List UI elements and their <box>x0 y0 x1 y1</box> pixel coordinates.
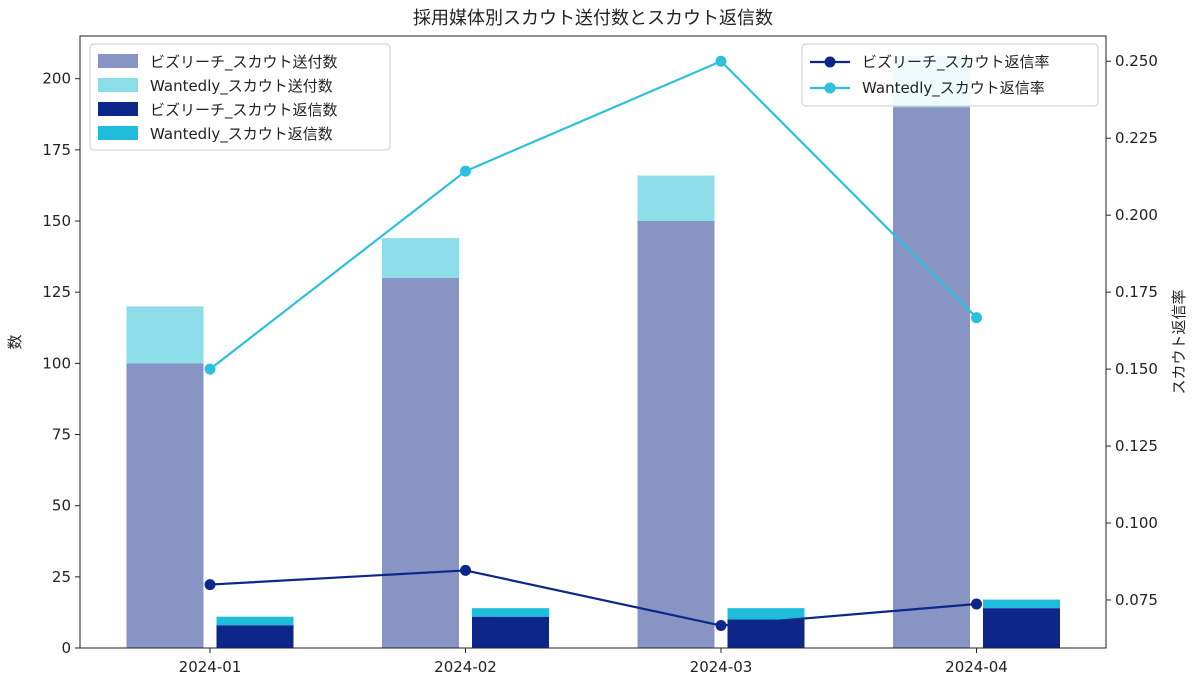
y-tick-label: 75 <box>52 426 71 444</box>
bar-sent-wantedly <box>382 238 459 278</box>
bar-reply-wantedly <box>727 608 805 620</box>
point-wantedly-rate-3 <box>971 312 982 324</box>
y-tick-label: 125 <box>42 283 71 301</box>
y-tick-label: 100 <box>42 354 71 372</box>
legend-label: Wantedly_スカウト返信率 <box>862 79 1045 98</box>
y-axis-label: 数 <box>6 334 24 349</box>
legend-swatch <box>98 102 138 116</box>
legend-swatch <box>98 126 138 140</box>
y-tick-label: 50 <box>52 497 71 515</box>
legend-marker <box>824 82 836 94</box>
bar-reply-bizreach <box>216 625 294 648</box>
y2-tick-label: 0.250 <box>1115 52 1158 70</box>
bar-reply-wantedly <box>472 608 549 617</box>
legend-bars: ビズリーチ_スカウト送付数 Wantedly_スカウト送付数ビズリーチ_スカウト返… <box>89 43 391 151</box>
y2-tick-label: 0.225 <box>1115 129 1158 147</box>
legend-lines-box <box>801 43 1099 107</box>
x-tick-label: 2024-01 <box>179 658 242 676</box>
bar-sent-wantedly <box>126 306 204 364</box>
point-wantedly-rate-2 <box>715 55 727 67</box>
y-tick-label: 25 <box>52 568 71 586</box>
chart-title: 採用媒体別スカウト送付数とスカウト返信数 <box>413 8 773 29</box>
y2-tick-label: 0.100 <box>1115 514 1158 532</box>
y-tick-label: 0 <box>61 639 71 657</box>
legend-marker <box>824 56 836 68</box>
y2-axis-label: スカウト返信率 <box>1170 289 1188 394</box>
point-wantedly-rate-1 <box>460 165 471 177</box>
lines-layer <box>204 55 982 632</box>
point-bizreach-rate-0 <box>204 579 216 591</box>
legend-label: Wantedly_スカウト返信数 <box>150 125 333 144</box>
legend-label: ビズリーチ_スカウト返信率 <box>862 53 1050 72</box>
line-bizreach-rate <box>209 569 977 627</box>
bar-sent-wantedly <box>637 175 715 222</box>
x-tick-label: 2024-04 <box>945 658 1008 676</box>
bar-reply-bizreach <box>472 616 549 648</box>
y2-tick-label: 0.200 <box>1115 206 1158 224</box>
x-tick-label: 2024-03 <box>690 658 753 676</box>
bar-sent-bizreach <box>126 363 204 648</box>
bar-reply-bizreach <box>983 608 1060 648</box>
bar-reply-wantedly <box>216 616 294 626</box>
line-wantedly-rate <box>209 59 978 370</box>
legend-swatch <box>98 78 138 92</box>
x-tick-label: 2024-02 <box>434 658 497 676</box>
y-tick-label: 200 <box>42 70 71 88</box>
y2-tick-label: 0.075 <box>1115 591 1158 609</box>
bar-sent-bizreach <box>382 277 459 648</box>
point-bizreach-rate-1 <box>460 564 471 576</box>
plot-frame <box>79 35 1107 649</box>
bar-sent-bizreach <box>893 107 970 649</box>
legend-label: Wantedly_スカウト送付数 <box>150 77 333 96</box>
legend-swatch <box>98 54 138 68</box>
point-bizreach-rate-2 <box>715 620 727 632</box>
legend-label: ビズリーチ_スカウト返信数 <box>150 101 338 120</box>
point-wantedly-rate-0 <box>204 363 216 375</box>
y2-tick-label: 0.125 <box>1115 437 1158 455</box>
bar-reply-wantedly <box>983 599 1060 609</box>
bar-sent-bizreach <box>637 221 715 648</box>
legend-bars-box <box>89 43 391 151</box>
legend-lines: ビズリーチ_スカウト返信率 Wantedly_スカウト返信率 <box>801 43 1099 107</box>
axes-layer: 0 25 50 75 100 125 150 175 200 0.075 0.100 0.125 0.1… <box>42 35 1158 676</box>
y-tick-label: 175 <box>42 141 71 159</box>
y-tick-label: 150 <box>42 212 71 230</box>
legend-label: ビズリーチ_スカウト送付数 <box>150 53 338 72</box>
y2-tick-label: 0.175 <box>1115 283 1158 301</box>
point-bizreach-rate-3 <box>971 598 982 610</box>
y2-tick-label: 0.150 <box>1115 360 1158 378</box>
